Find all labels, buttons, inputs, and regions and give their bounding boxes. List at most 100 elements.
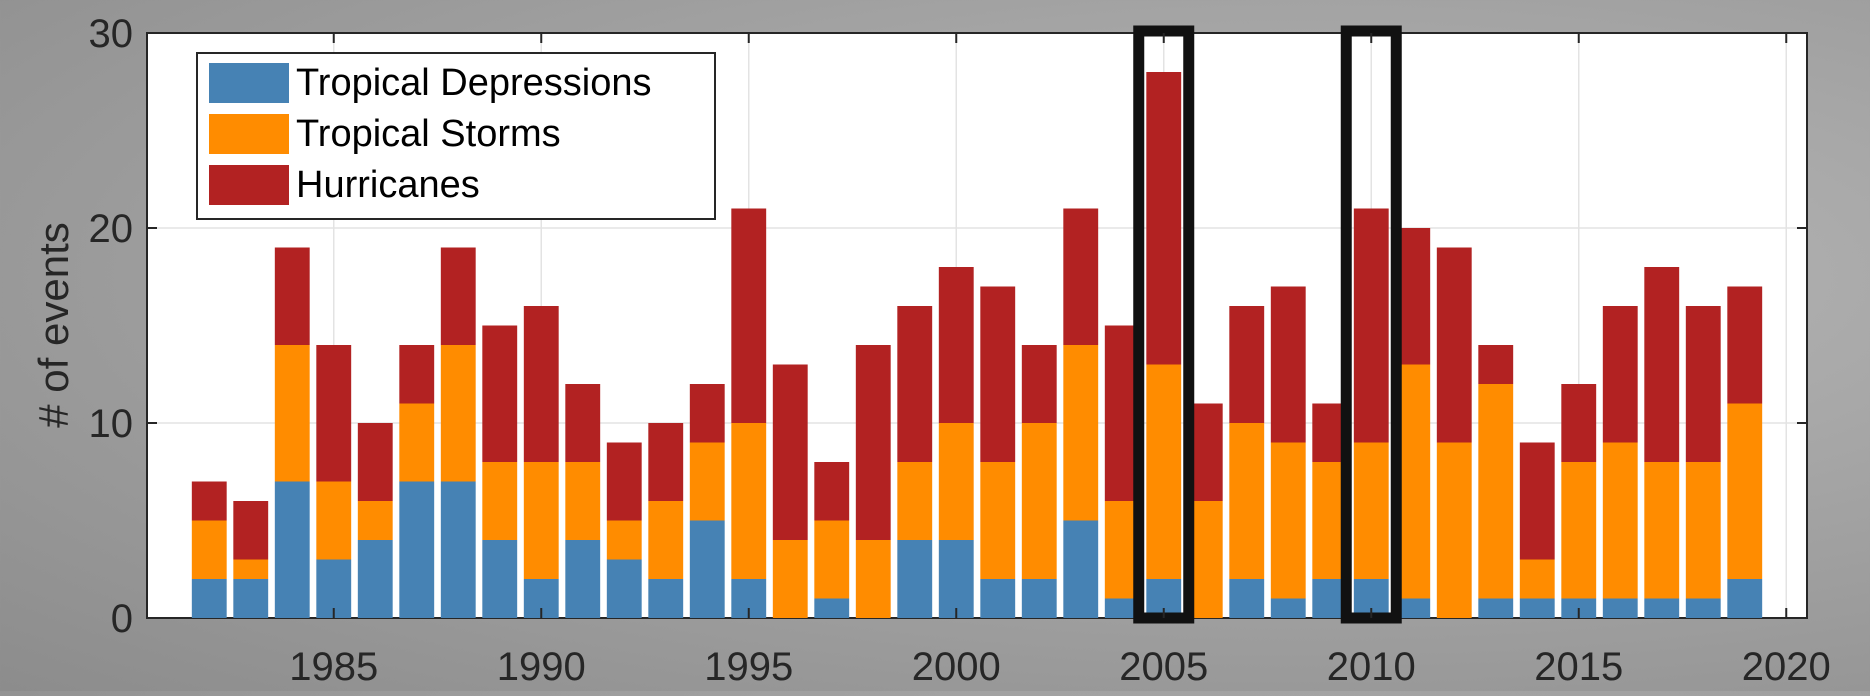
- bar-tropical-storms-2018: [1685, 462, 1721, 599]
- bar-hurricanes-2003: [1063, 208, 1099, 345]
- bar-hurricanes-2015: [1561, 384, 1597, 462]
- x-tick-label: 2000: [912, 645, 1001, 689]
- legend-swatch-hurricanes: [209, 165, 289, 205]
- bar-tropical-storms-2005: [1146, 364, 1182, 579]
- y-tick-label: 20: [89, 207, 134, 251]
- bar-tropical-storms-1998: [855, 540, 891, 618]
- legend-swatch-tropical-depressions: [209, 63, 289, 103]
- x-tick-label: 1995: [704, 645, 793, 689]
- x-tick-label: 2010: [1327, 645, 1416, 689]
- bar-hurricanes-2008: [1270, 286, 1306, 443]
- x-tick-label: 2015: [1534, 645, 1623, 689]
- legend-label-tropical-storms: Tropical Storms: [296, 113, 561, 155]
- bar-tropical-storms-2017: [1644, 462, 1680, 599]
- legend: Tropical Depressions Tropical Storms Hurri…: [196, 52, 716, 220]
- y-tick-label: 0: [111, 597, 133, 641]
- bar-tropical-storms-2001: [980, 462, 1016, 579]
- bar-tropical-depressions-1994: [689, 520, 725, 618]
- bar-tropical-storms-2014: [1519, 559, 1555, 599]
- bar-tropical-storms-1986: [357, 501, 393, 540]
- y-tick-label: 30: [89, 12, 134, 56]
- bar-tropical-storms-1997: [814, 520, 850, 599]
- bar-tropical-depressions-2003: [1063, 520, 1099, 618]
- bar-tropical-storms-2015: [1561, 462, 1597, 599]
- y-tick-label: 10: [89, 402, 134, 446]
- bar-tropical-depressions-1983: [233, 579, 269, 618]
- bar-hurricanes-1983: [233, 501, 269, 560]
- bar-tropical-storms-2000: [938, 423, 974, 540]
- bar-hurricanes-1984: [274, 247, 310, 345]
- bar-hurricanes-1998: [855, 345, 891, 540]
- bar-hurricanes-2018: [1685, 306, 1721, 462]
- bar-tropical-storms-1983: [233, 559, 269, 579]
- legend-swatch-tropical-storms: [209, 114, 289, 154]
- bar-tropical-storms-1988: [440, 345, 476, 482]
- bar-hurricanes-1985: [316, 345, 352, 482]
- bar-tropical-storms-2013: [1478, 384, 1514, 599]
- bar-tropical-storms-1996: [772, 540, 808, 618]
- axes: 1985 1990 1995 2000 2005 2010 2015 2020 0 10 20 30: [89, 12, 1831, 689]
- bar-hurricanes-2019: [1727, 286, 1763, 404]
- bar-tropical-depressions-2000: [938, 540, 974, 618]
- bar-tropical-depressions-2002: [1021, 579, 1057, 618]
- bar-hurricanes-1990: [523, 306, 559, 462]
- bar-tropical-storms-1987: [399, 403, 435, 482]
- bar-tropical-depressions-2011: [1395, 598, 1431, 618]
- bar-hurricanes-1986: [357, 423, 393, 501]
- bar-tropical-depressions-1999: [897, 540, 933, 618]
- bar-tropical-depressions-1991: [565, 540, 601, 618]
- bar-tropical-depressions-2008: [1270, 598, 1306, 618]
- bar-tropical-depressions-1987: [399, 481, 435, 618]
- bar-tropical-storms-2012: [1436, 442, 1472, 618]
- legend-label-hurricanes: Hurricanes: [296, 164, 480, 206]
- bar-tropical-depressions-2019: [1727, 579, 1763, 618]
- bar-tropical-storms-1985: [316, 481, 352, 560]
- bar-hurricanes-2014: [1519, 442, 1555, 560]
- bar-tropical-depressions-1989: [482, 540, 518, 618]
- bar-tropical-storms-1991: [565, 462, 601, 540]
- bar-tropical-storms-1995: [731, 423, 767, 579]
- bar-tropical-storms-1994: [689, 442, 725, 521]
- bar-tropical-storms-1989: [482, 462, 518, 540]
- bar-hurricanes-2000: [938, 267, 974, 423]
- x-tick-label: 1985: [289, 645, 378, 689]
- bar-hurricanes-1997: [814, 462, 850, 521]
- bar-tropical-storms-1993: [648, 501, 684, 579]
- x-tick-label: 1990: [497, 645, 586, 689]
- bar-hurricanes-1995: [731, 208, 767, 423]
- bar-tropical-depressions-2017: [1644, 598, 1680, 618]
- bar-tropical-storms-1992: [606, 520, 642, 560]
- x-tick-label: 2020: [1742, 645, 1831, 689]
- bar-tropical-storms-1984: [274, 345, 310, 482]
- bar-tropical-storms-1982: [191, 520, 227, 579]
- bar-tropical-depressions-1988: [440, 481, 476, 618]
- bar-tropical-storms-2019: [1727, 403, 1763, 579]
- bar-hurricanes-2013: [1478, 345, 1514, 384]
- bar-hurricanes-2012: [1436, 247, 1472, 443]
- bar-hurricanes-2016: [1602, 306, 1638, 443]
- bar-tropical-depressions-1993: [648, 579, 684, 618]
- y-axis-label: # of events: [30, 222, 77, 427]
- bar-tropical-depressions-2004: [1104, 598, 1140, 618]
- bar-tropical-depressions-2001: [980, 579, 1016, 618]
- bar-hurricanes-1999: [897, 306, 933, 462]
- bar-tropical-storms-2002: [1021, 423, 1057, 579]
- bar-hurricanes-1982: [191, 481, 227, 521]
- bar-tropical-depressions-1984: [274, 481, 310, 618]
- bar-hurricanes-1987: [399, 345, 435, 404]
- x-tick-label: 2005: [1119, 645, 1208, 689]
- bar-hurricanes-1994: [689, 384, 725, 443]
- bar-tropical-depressions-1992: [606, 559, 642, 618]
- bar-tropical-storms-2003: [1063, 345, 1099, 521]
- bar-tropical-depressions-2014: [1519, 598, 1555, 618]
- bar-tropical-storms-2016: [1602, 442, 1638, 599]
- bar-tropical-depressions-2018: [1685, 598, 1721, 618]
- bar-tropical-depressions-1997: [814, 598, 850, 618]
- bar-tropical-depressions-1982: [191, 579, 227, 618]
- bar-hurricanes-1996: [772, 364, 808, 540]
- bar-hurricanes-2005: [1146, 72, 1182, 365]
- bar-hurricanes-1992: [606, 442, 642, 521]
- bar-hurricanes-1989: [482, 325, 518, 462]
